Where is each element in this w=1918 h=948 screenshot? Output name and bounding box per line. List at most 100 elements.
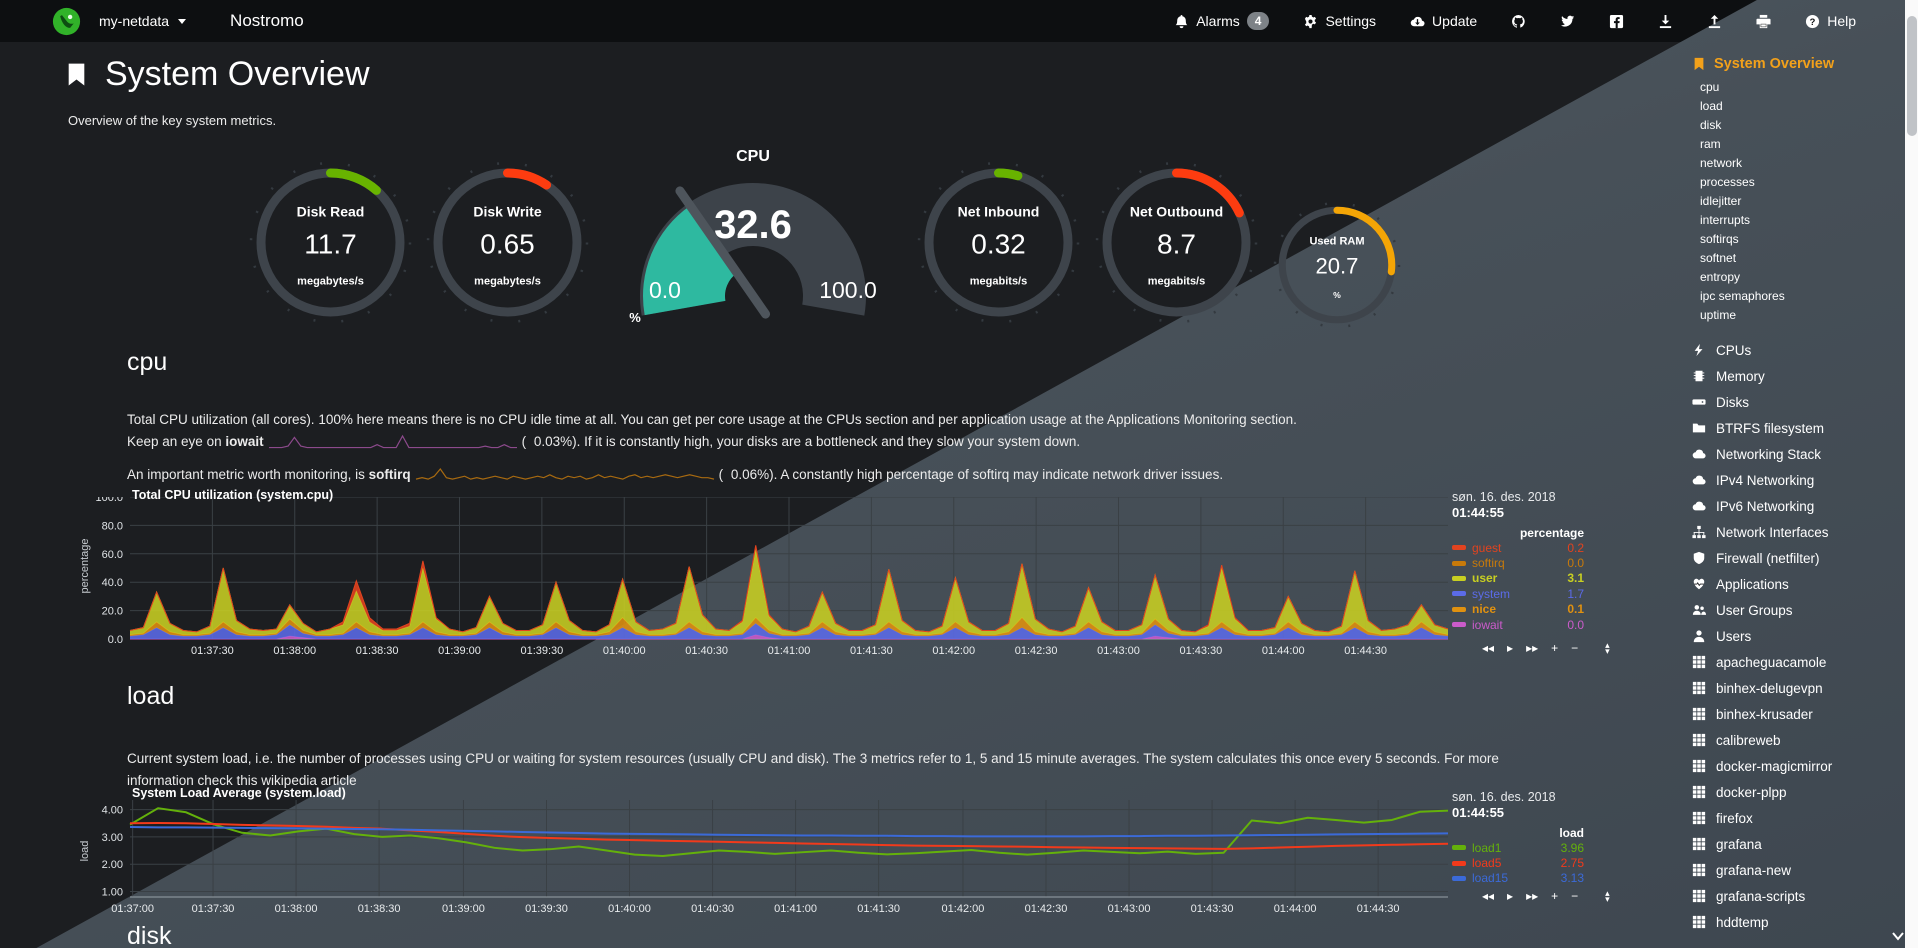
sidebar-item[interactable]: docker-plpp bbox=[1692, 779, 1897, 805]
sidebar-item[interactable]: binhex-delugevpn bbox=[1692, 675, 1897, 701]
sidebar-item-icon bbox=[1692, 629, 1706, 643]
pan-right-button[interactable]: ▸▸ bbox=[1526, 641, 1539, 655]
gauge-disk-read[interactable]: Disk Read 11.7 megabytes/s bbox=[248, 160, 413, 330]
sidebar-item[interactable]: Networking Stack bbox=[1692, 441, 1897, 467]
play-button[interactable]: ▸ bbox=[1507, 641, 1514, 655]
print-button[interactable] bbox=[1756, 14, 1771, 29]
sidebar-subitem[interactable]: ram bbox=[1700, 137, 1721, 151]
sidebar-subitem[interactable]: network bbox=[1700, 156, 1743, 170]
sidebar-item[interactable]: Applications bbox=[1692, 571, 1897, 597]
sidebar-item-icon bbox=[1692, 733, 1706, 747]
update-button[interactable]: Update bbox=[1410, 13, 1477, 29]
cpu-chart[interactable]: 0.0 20.0 40.0 60.0 80.0 100.0 01:37:30 01:38:00… bbox=[78, 492, 1449, 664]
gauge-net-outbound[interactable]: Net Outbound 8.7 megabits/s bbox=[1094, 160, 1259, 330]
load-chart[interactable]: 1.00 2.00 3.00 4.00 01:37:00 01:37:30 01:38:00… bbox=[78, 800, 1449, 922]
sidebar-subitem[interactable]: processes bbox=[1700, 175, 1755, 189]
sidebar-item[interactable]: IPv4 Networking bbox=[1692, 467, 1897, 493]
sidebar-subitem[interactable]: idlejitter bbox=[1700, 194, 1742, 208]
gauge-net-inbound[interactable]: Net Inbound 0.32 megabits/s bbox=[916, 160, 1081, 330]
sidebar-item-label: grafana bbox=[1716, 836, 1762, 852]
legend-value: 2.75 bbox=[1560, 856, 1584, 871]
twitter-button[interactable] bbox=[1560, 14, 1575, 29]
sidebar-item[interactable]: BTRFS filesystem bbox=[1692, 415, 1897, 441]
sidebar-item[interactable]: docker-magicmirror bbox=[1692, 753, 1897, 779]
pan-left-button[interactable]: ◂◂ bbox=[1482, 889, 1495, 903]
svg-text:100.0: 100.0 bbox=[819, 277, 877, 303]
sidebar-subitem[interactable]: cpu bbox=[1700, 80, 1720, 94]
legend-row[interactable]: load15 3.13 bbox=[1452, 871, 1584, 886]
sidebar-item[interactable]: CPUs bbox=[1692, 337, 1897, 363]
sidebar-subitem[interactable]: ipc semaphores bbox=[1700, 289, 1785, 303]
gauge-cpu[interactable]: 32.6 0.0 100.0% bbox=[603, 142, 903, 357]
resize-handle[interactable]: ▴ ▾ bbox=[1605, 888, 1610, 904]
pan-left-button[interactable]: ◂◂ bbox=[1482, 641, 1495, 655]
sidebar-item[interactable]: Firewall (netfilter) bbox=[1692, 545, 1897, 571]
legend-row[interactable]: system 1.7 bbox=[1452, 586, 1584, 601]
sidebar-item[interactable]: hddtemp bbox=[1692, 909, 1897, 935]
sidebar-item[interactable]: IPv6 Networking bbox=[1692, 493, 1897, 519]
alarms-button[interactable]: Alarms 4 bbox=[1174, 12, 1270, 30]
sidebar-active-label: System Overview bbox=[1714, 56, 1835, 72]
sidebar-subitem[interactable]: interrupts bbox=[1700, 213, 1751, 227]
sidebar-subitem[interactable]: entropy bbox=[1700, 270, 1741, 284]
legend-row[interactable]: guest 0.2 bbox=[1452, 540, 1584, 555]
sidebar-subitem[interactable]: uptime bbox=[1700, 308, 1737, 322]
svg-text:01:42:30: 01:42:30 bbox=[1015, 645, 1058, 657]
resize-handle[interactable]: ▴ ▾ bbox=[1605, 640, 1610, 656]
export-button[interactable] bbox=[1707, 14, 1722, 29]
navbar: my-netdata Nostromo Alarms 4 Settings Up… bbox=[0, 0, 1918, 42]
sidebar-item[interactable]: Disks bbox=[1692, 389, 1897, 415]
legend-row[interactable]: iowait 0.0 bbox=[1452, 617, 1584, 632]
chevron-down-icon[interactable] bbox=[1890, 928, 1906, 944]
zoom-in-button[interactable]: + bbox=[1551, 641, 1559, 655]
legend-row[interactable]: nice 0.1 bbox=[1452, 602, 1584, 617]
sidebar-subitem[interactable]: softnet bbox=[1700, 251, 1737, 265]
sidebar-item-system-overview[interactable]: System Overview bbox=[1692, 56, 1897, 72]
svg-text:60.0: 60.0 bbox=[102, 549, 123, 561]
legend-row[interactable]: softirq 0.0 bbox=[1452, 555, 1584, 570]
sidebar-item-icon bbox=[1692, 473, 1706, 487]
svg-text:01:39:00: 01:39:00 bbox=[442, 903, 485, 915]
sidebar-item[interactable]: calibreweb bbox=[1692, 727, 1897, 753]
upload-icon bbox=[1707, 14, 1722, 29]
github-button[interactable] bbox=[1511, 14, 1526, 29]
import-button[interactable] bbox=[1658, 14, 1673, 29]
sidebar-item[interactable]: grafana-scripts bbox=[1692, 883, 1897, 909]
scrollbar-thumb[interactable] bbox=[1906, 16, 1917, 136]
netdata-logo[interactable] bbox=[52, 7, 81, 36]
settings-button[interactable]: Settings bbox=[1303, 13, 1376, 29]
sidebar-subitem[interactable]: softirqs bbox=[1700, 232, 1739, 246]
sidebar-item[interactable]: firefox bbox=[1692, 805, 1897, 831]
legend-swatch bbox=[1452, 560, 1466, 566]
sidebar-subitem[interactable]: load bbox=[1700, 99, 1723, 113]
help-button[interactable]: Help bbox=[1805, 13, 1856, 29]
sidebar-item[interactable]: Network Interfaces bbox=[1692, 519, 1897, 545]
legend-row[interactable]: load1 3.96 bbox=[1452, 840, 1584, 855]
legend-row[interactable]: user 3.1 bbox=[1452, 571, 1584, 586]
sidebar-item[interactable]: grafana-new bbox=[1692, 857, 1897, 883]
sidebar-item[interactable]: grafana bbox=[1692, 831, 1897, 857]
zoom-out-button[interactable]: − bbox=[1571, 641, 1579, 655]
sidebar-subitem[interactable]: disk bbox=[1700, 118, 1722, 132]
zoom-out-button[interactable]: − bbox=[1571, 889, 1579, 903]
hostname-dropdown[interactable]: my-netdata bbox=[99, 13, 187, 29]
facebook-button[interactable] bbox=[1609, 14, 1624, 29]
legend-row[interactable]: load5 2.75 bbox=[1452, 855, 1584, 870]
sidebar-item[interactable]: Users bbox=[1692, 623, 1897, 649]
page-scrollbar[interactable] bbox=[1905, 0, 1918, 948]
play-button[interactable]: ▸ bbox=[1507, 889, 1514, 903]
sidebar-item[interactable]: apacheguacamole bbox=[1692, 649, 1897, 675]
legend-name: guest bbox=[1472, 540, 1502, 555]
gauge-used-ram[interactable]: Used RAM 20.7% bbox=[1272, 200, 1402, 335]
pan-right-button[interactable]: ▸▸ bbox=[1526, 889, 1539, 903]
load-chart-units: load bbox=[1559, 826, 1584, 840]
section-heading-load: load bbox=[127, 682, 175, 710]
svg-text:01:37:30: 01:37:30 bbox=[192, 903, 235, 915]
zoom-in-button[interactable]: + bbox=[1551, 889, 1559, 903]
gauge-disk-write[interactable]: Disk Write 0.65 megabytes/s bbox=[425, 160, 590, 330]
sidebar-item[interactable]: Memory bbox=[1692, 363, 1897, 389]
sidebar-item-label: IPv6 Networking bbox=[1716, 498, 1815, 514]
sidebar-item[interactable]: binhex-krusader bbox=[1692, 701, 1897, 727]
legend-value: 0.0 bbox=[1567, 617, 1584, 632]
sidebar-item[interactable]: User Groups bbox=[1692, 597, 1897, 623]
